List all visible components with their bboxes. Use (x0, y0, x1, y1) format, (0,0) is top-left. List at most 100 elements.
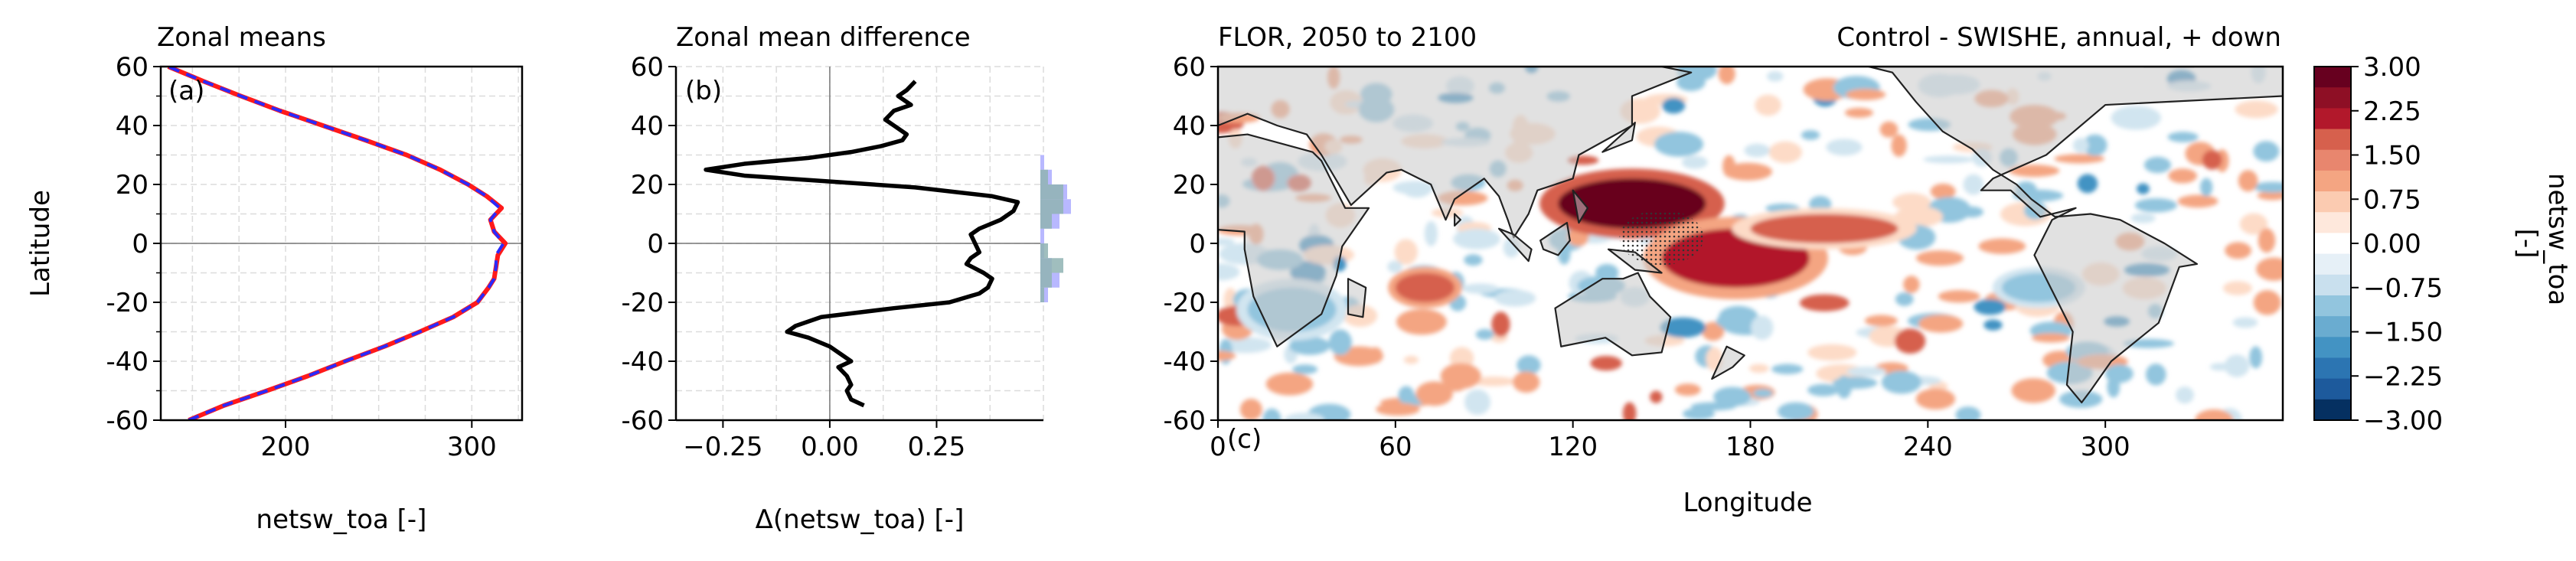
hist-bar (1040, 228, 1044, 243)
panel-a: -60 -40 -20 0 20 40 60 200 300 (a) netsw_toa [-]… (25, 52, 524, 535)
anomaly-blob (1368, 347, 1383, 364)
anomaly-blob (1744, 143, 1770, 158)
panel-b-letter: (b) (685, 76, 722, 106)
anomaly-blob (1218, 237, 1235, 246)
panel-b-grid (676, 66, 1044, 421)
anomaly-blob (1650, 390, 1663, 403)
anomaly-blob (1517, 355, 1541, 375)
colorbar-tick-label: 3.00 (2363, 52, 2421, 83)
colorbar-tick-label: 0.75 (2363, 184, 2421, 215)
land-polygon (1601, 122, 1636, 153)
colorbar-band (2314, 191, 2351, 213)
series-line-0 (167, 67, 508, 420)
x-tick-label: 240 (1903, 432, 1953, 462)
colorbar-tick-label: −3.00 (2363, 406, 2443, 436)
x-tick-label: 0.00 (801, 432, 859, 462)
land-polygon (1539, 221, 1571, 256)
colorbar-band (2314, 316, 2351, 338)
y-tick-label: -40 (106, 347, 149, 377)
y-tick-label: 60 (1173, 52, 1206, 83)
y-tick-label: -20 (106, 288, 149, 318)
anomaly-blob (1963, 174, 1984, 195)
anomaly-blob (2143, 156, 2172, 174)
anomaly-blob (1461, 283, 1499, 294)
land-polygon (1347, 278, 1367, 318)
anomaly-blob (2257, 191, 2283, 201)
anomaly-blob (2253, 141, 2280, 162)
x-tick-label: 300 (2081, 432, 2130, 462)
anomaly-blob (2134, 198, 2177, 213)
anomaly-blob (1654, 132, 1704, 157)
y-tick-label: -60 (1163, 406, 1206, 436)
panel-a-title: Zonal means (157, 22, 326, 53)
anomaly-blob (1218, 351, 1236, 361)
anomaly-blob (1662, 97, 1686, 114)
anomaly-blob (1755, 94, 1781, 116)
y-tick-label: -20 (621, 288, 664, 318)
y-tick-label: 60 (116, 52, 149, 83)
colorbar-band (2314, 170, 2351, 192)
colorbar-tick-label: 0.00 (2363, 229, 2421, 259)
anomaly-blob (1892, 193, 1931, 211)
anomaly-blob (1879, 121, 1899, 138)
x-tick-label: 300 (447, 432, 497, 462)
y-tick-label: 60 (631, 52, 664, 83)
land-polygon (1867, 67, 2283, 404)
anomaly-blob (1895, 292, 1914, 306)
anomaly-blob (1223, 288, 1237, 312)
anomaly-blob (1475, 328, 1494, 340)
y-tick-label: -60 (621, 406, 664, 436)
anomaly-blob (1453, 228, 1500, 250)
anomaly-blob (1978, 238, 2026, 254)
y-tick-label: 40 (631, 111, 664, 142)
anomaly-blob (1218, 263, 1240, 281)
anomaly-blob (1702, 321, 1725, 341)
colorbar-band (2314, 399, 2351, 421)
anomaly-blob (1677, 67, 1717, 82)
anomaly-blob (1846, 367, 1887, 377)
anomaly-blob (2168, 168, 2197, 184)
hist-bar (1040, 214, 1052, 229)
anomaly-feature (1750, 214, 1899, 243)
anomaly-blob (2072, 138, 2089, 153)
colorbar-band (2314, 295, 2351, 317)
anomaly-blob (1288, 336, 1330, 355)
panel-c: -60 -40 -20 0 20 40 60 0 60 120 180 240 300 (c) Long… (1163, 52, 2284, 518)
y-tick-label: -40 (621, 347, 664, 377)
anomaly-blob (1799, 294, 1850, 311)
colorbar-band (2314, 129, 2351, 151)
colorbar-tick-label: −2.25 (2363, 361, 2443, 392)
anomaly-feature (1395, 272, 1455, 302)
colorbar-band (2314, 233, 2351, 255)
hist-bar (1040, 169, 1048, 184)
diff-line (704, 80, 1020, 408)
anomaly-blob (2145, 364, 2166, 386)
panel-a-xlabel: netsw_toa [-] (256, 504, 427, 535)
hist-bar (1040, 272, 1052, 288)
anomaly-blob (2195, 409, 2234, 420)
y-tick-label: 20 (631, 170, 664, 201)
anomaly-blob (1960, 206, 1983, 218)
anomaly-blob (1464, 389, 1491, 416)
anomaly-blob (1836, 375, 1852, 399)
anomaly-blob (1903, 276, 1920, 294)
hist-bar (1040, 199, 1063, 214)
colorbar-tick-label: −0.75 (2363, 273, 2443, 304)
anomaly-blob (1915, 250, 1964, 266)
y-tick-label: -40 (1163, 347, 1206, 377)
anomaly-blob (1768, 141, 1802, 164)
anomaly-blob (1753, 389, 1773, 398)
anomaly-blob (2008, 165, 2060, 178)
anomaly-blob (2167, 132, 2199, 142)
anomaly-blob (2031, 333, 2070, 343)
panel-a-ylabel: Latitude (25, 190, 56, 297)
panel-c-title-right: Control - SWISHE, annual, + down (1837, 22, 2281, 53)
anomaly-blob (1622, 402, 1637, 420)
anomaly-blob (1494, 289, 1536, 307)
panel-a-letter: (a) (168, 76, 204, 106)
x-tick-label: 0 (1210, 432, 1226, 462)
anomaly-blob (2249, 346, 2263, 369)
land-polygon (1218, 133, 1370, 347)
y-tick-label: 0 (132, 229, 149, 259)
anomaly-blob (1471, 376, 1517, 387)
